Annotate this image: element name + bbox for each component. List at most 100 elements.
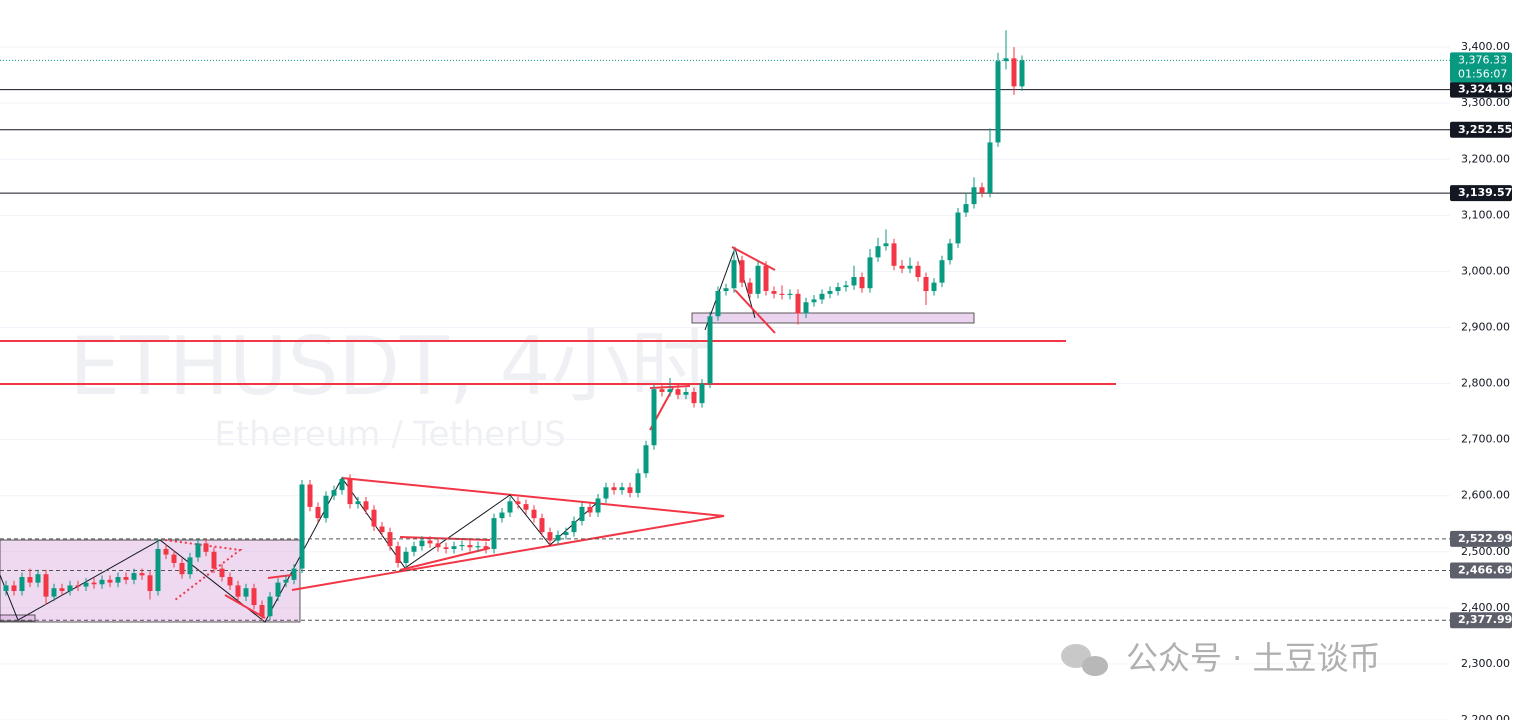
y-tick-label: 2,700.00 (1461, 433, 1510, 446)
levels (0, 59, 1450, 621)
candle-body (507, 501, 513, 513)
candle-body (843, 285, 849, 288)
candle-body (995, 61, 1001, 143)
candle-body (891, 243, 897, 266)
trend-line (224, 594, 266, 619)
candle-body (643, 445, 649, 474)
candle-body (275, 582, 281, 597)
candle-body (787, 293, 793, 295)
candle-body (779, 293, 785, 295)
candle-body (171, 554, 177, 563)
dotted-path (164, 539, 243, 601)
candle-body (971, 187, 977, 205)
candle-body (83, 582, 89, 587)
candle-body (547, 532, 553, 541)
last-price-box (1450, 52, 1512, 83)
candle-body (771, 291, 777, 294)
candle-body (587, 506, 593, 513)
candles (3, 30, 1025, 621)
y-tick-label: 3,100.00 (1461, 208, 1510, 221)
candle-body (11, 585, 17, 592)
price-label: 2,466.69 (1458, 563, 1512, 576)
candle-body (51, 588, 57, 597)
candle-body (123, 577, 129, 580)
candle-body (723, 288, 729, 292)
candle-body (283, 579, 289, 583)
candle-body (307, 484, 313, 507)
candle-body (331, 490, 337, 496)
y-tick-label: 2,200.00 (1461, 713, 1510, 720)
candle-body (859, 277, 865, 289)
candle-body (851, 277, 857, 286)
candle-body (763, 265, 769, 292)
candle-body (499, 512, 505, 519)
candle-body (35, 574, 41, 583)
candle-body (571, 520, 577, 533)
candle-body (963, 204, 969, 213)
trend-line (267, 574, 293, 579)
price-label-box (1450, 612, 1512, 629)
candle-body (227, 577, 233, 586)
candle-body (659, 389, 665, 392)
candle-body (27, 577, 33, 583)
price-label: 2,377.99 (1458, 613, 1512, 626)
price-axis: 3,400.00 3,300.00 3,200.00 3,100.00 3,000.00… (1450, 40, 1512, 720)
candle-body (531, 509, 537, 519)
y-tick-label: 3,300.00 (1461, 96, 1510, 109)
price-label: 2,522.99 (1458, 532, 1512, 545)
candle-body (235, 585, 241, 597)
candle-body (459, 545, 465, 547)
candle-body (747, 282, 753, 294)
candle-body (811, 299, 817, 303)
candle-body (1003, 58, 1009, 62)
candle-body (707, 316, 713, 384)
candle-body (923, 277, 929, 292)
y-tick-label: 2,400.00 (1461, 601, 1510, 614)
candle-body (675, 389, 681, 395)
candle-body (651, 389, 657, 446)
candle-body (523, 504, 529, 510)
candle-body (355, 501, 361, 505)
candle-body (371, 509, 377, 527)
candle-body (163, 548, 169, 555)
y-tick-label: 2,900.00 (1461, 320, 1510, 333)
y-tick-label: 2,300.00 (1461, 657, 1510, 670)
candle-body (827, 291, 833, 294)
candle-body (3, 585, 9, 592)
candle-body (419, 540, 425, 547)
countdown: 01:56:07 (1458, 67, 1507, 80)
range-box (691, 312, 975, 324)
y-tick-label: 2,600.00 (1461, 489, 1510, 502)
candle-body (147, 575, 153, 592)
candle-body (267, 596, 273, 617)
candle-body (731, 260, 737, 289)
candle-body (291, 568, 297, 580)
candle-body (19, 577, 25, 592)
candle-body (435, 543, 441, 548)
candle-body (555, 534, 561, 541)
candle-body (835, 287, 841, 292)
candle-body (875, 246, 881, 258)
price-label-box (1450, 81, 1512, 98)
candle-body (115, 577, 121, 583)
y-tick-label: 3,000.00 (1461, 264, 1510, 277)
candle-body (715, 291, 721, 317)
price-label: 3,252.55 (1458, 123, 1512, 136)
candle-body (251, 588, 257, 606)
candle-body (683, 391, 689, 395)
candle-body (939, 260, 945, 283)
candle-body (595, 498, 601, 513)
candle-body (947, 243, 953, 261)
candle-body (795, 293, 801, 314)
candle-body (75, 585, 81, 587)
candle-body (299, 484, 305, 569)
flag-line (734, 289, 776, 334)
candle-body (563, 532, 569, 535)
candle-body (107, 579, 113, 583)
candle-body (483, 546, 489, 549)
price-label-box (1450, 530, 1512, 547)
candle-body (955, 212, 961, 244)
candle-body (899, 265, 905, 269)
y-tick-label: 2,800.00 (1461, 377, 1510, 390)
